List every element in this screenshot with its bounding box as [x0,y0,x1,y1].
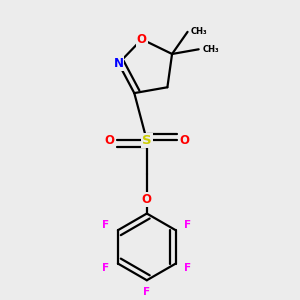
Text: S: S [142,134,152,147]
Text: F: F [102,263,110,273]
Text: O: O [137,33,147,46]
Text: F: F [184,263,191,273]
Text: F: F [102,220,110,230]
Text: O: O [105,134,115,147]
Text: O: O [142,193,152,206]
Text: CH₃: CH₃ [190,27,207,36]
Text: F: F [184,220,191,230]
Text: CH₃: CH₃ [202,45,219,54]
Text: N: N [113,57,124,70]
Text: F: F [143,287,150,297]
Text: O: O [179,134,189,147]
